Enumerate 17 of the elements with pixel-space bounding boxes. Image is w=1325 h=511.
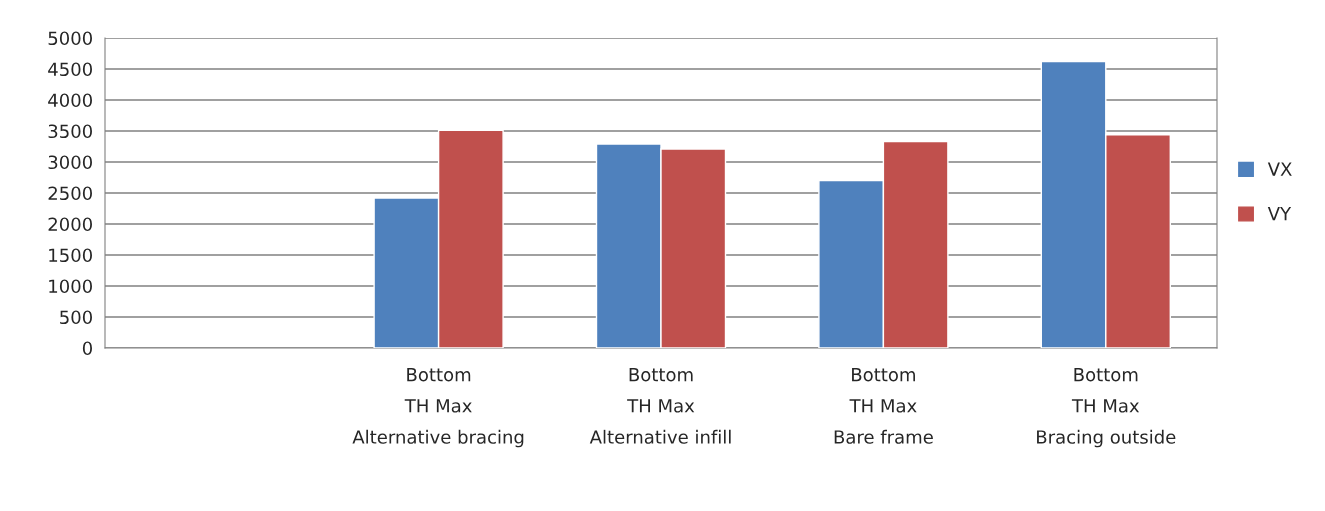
x-tick-label: Bottom TH Max Alternative infill	[589, 368, 731, 444]
x-tick-label: Bottom TH Max Bare frame	[834, 368, 933, 444]
y-tick-label: 3500	[48, 124, 92, 139]
y-tick-label: 4500	[48, 62, 92, 77]
x-tick-label: Bottom TH Max Alternative bracing	[352, 368, 524, 448]
legend-label: VX	[1267, 162, 1292, 176]
y-tick-label: 500	[60, 310, 92, 325]
y-tick-label: 4000	[48, 93, 92, 108]
legend-label: VY	[1267, 207, 1292, 221]
y-tick-label: 1000	[49, 279, 92, 294]
y-tick-label: 2000	[48, 217, 92, 232]
y-tick-label: 3000	[48, 155, 92, 170]
y-tick-label: 1500	[49, 248, 92, 263]
y-tick-label: 5000	[48, 31, 92, 46]
x-tick-label: Bottom TH Max Bracing outside	[1037, 368, 1176, 448]
y-tick-label: 0	[82, 341, 92, 356]
y-tick-label: 2500	[48, 186, 92, 201]
